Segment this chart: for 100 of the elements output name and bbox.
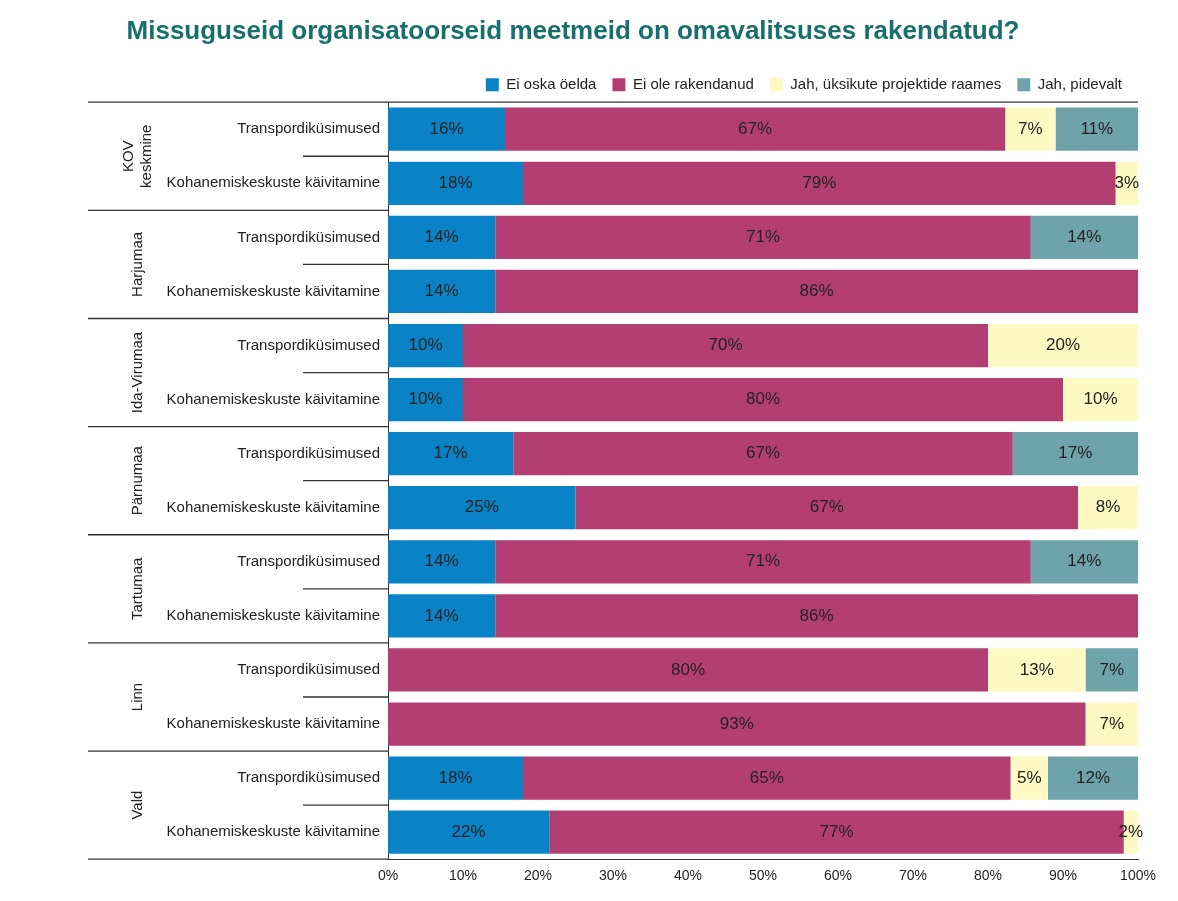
chart-title: Missuguseid organisatoorseid meetmeid on omavalitsuses rakendatud?	[126, 14, 1020, 45]
data-label: 10%	[1083, 389, 1118, 409]
text: KOV keskmine	[119, 124, 155, 188]
y-tick-label: Transpordiküsimused	[237, 768, 380, 786]
bar	[388, 432, 514, 476]
bar	[523, 161, 1116, 205]
y-tick-label: Kohanemiskeskuste käivitamine	[166, 606, 380, 624]
y-tick-label: Kohanemiskeskuste käivitamine	[166, 714, 380, 732]
data-label: 5%	[1016, 767, 1042, 787]
x-tick-label: 80%	[973, 867, 1003, 884]
bar	[463, 377, 1063, 422]
bar	[1005, 107, 1056, 151]
x-tick-label: 20%	[523, 867, 553, 884]
data-label: 13%	[1019, 659, 1054, 679]
data-label: 14%	[424, 605, 459, 625]
y-tick-label: Transpordiküsimused	[237, 227, 380, 245]
bar	[388, 648, 988, 692]
bar	[388, 107, 505, 151]
bar	[1063, 377, 1138, 422]
data-label: 17%	[1058, 443, 1093, 463]
bar	[1012, 432, 1138, 476]
data-label: 67%	[809, 497, 844, 517]
data-label: 14%	[424, 281, 459, 301]
text: Pärnumaa	[128, 445, 146, 516]
data-label: 71%	[745, 551, 781, 571]
y-tick-label: Transpordiküsimused	[237, 551, 380, 569]
data-label: 18%	[438, 172, 473, 192]
bar	[388, 540, 496, 584]
data-label: 10%	[408, 389, 443, 409]
data-label: 80%	[670, 659, 706, 679]
bar	[463, 323, 988, 368]
data-label: 18%	[438, 767, 473, 787]
y-tick-label: Kohanemiskeskuste käivitamine	[166, 497, 380, 515]
bar	[388, 323, 463, 368]
data-label: 20%	[1045, 335, 1081, 355]
bar	[495, 540, 1031, 584]
data-label: 14%	[424, 551, 459, 571]
y-tick-label: Transpordiküsimused	[237, 443, 380, 461]
legend-label: Ei oska öelda	[506, 74, 598, 92]
data-label: 79%	[802, 172, 837, 192]
x-tick-label: 60%	[823, 867, 853, 884]
data-label: 7%	[1018, 118, 1043, 138]
legend-label: Ei ole rakendanud	[632, 74, 754, 92]
x-tick-label: 90%	[1048, 867, 1078, 884]
bar	[1030, 215, 1138, 260]
x-tick-label: 70%	[898, 867, 928, 884]
bar	[388, 269, 496, 314]
data-label: 17%	[433, 443, 468, 463]
data-label: 14%	[1067, 551, 1102, 571]
bar	[1030, 540, 1138, 584]
data-label: 3%	[1114, 172, 1140, 192]
bar	[505, 107, 1006, 151]
x-tick-label: 100%	[1120, 867, 1156, 884]
bar	[1010, 756, 1048, 800]
bar	[988, 648, 1086, 692]
data-label: 25%	[464, 497, 499, 517]
data-label: 86%	[799, 281, 834, 301]
bar	[988, 323, 1138, 368]
bar	[1055, 107, 1138, 151]
bar	[1085, 702, 1138, 746]
text: Tartumaa	[128, 556, 146, 621]
data-label: 67%	[738, 118, 773, 138]
data-label: 65%	[749, 767, 784, 787]
data-label: 70%	[708, 335, 743, 355]
data-label: 80%	[745, 389, 781, 409]
legend-label: Jah, pidevalt	[1037, 74, 1123, 92]
bar	[575, 486, 1078, 530]
legend-label: Jah, üksikute projektide raames	[790, 74, 1002, 92]
data-label: 10%	[408, 335, 443, 355]
data-label: 22%	[451, 821, 486, 841]
data-label: 8%	[1095, 497, 1121, 517]
data-label: 86%	[799, 605, 834, 625]
y-tick-label: Kohanemiskeskuste käivitamine	[166, 822, 380, 840]
bar	[495, 215, 1031, 260]
text: Vald	[128, 790, 146, 820]
data-label: 11%	[1080, 118, 1114, 138]
data-label: 7%	[1099, 713, 1125, 733]
bar	[388, 161, 523, 205]
text: Linn	[128, 682, 146, 712]
bar	[388, 486, 576, 530]
y-tick-label: Transpordiküsimused	[237, 660, 380, 678]
data-label: 16%	[429, 118, 464, 138]
y-tick-label: Transpordiküsimused	[237, 335, 380, 353]
bar	[388, 215, 496, 260]
text: Harjumaa	[128, 231, 146, 297]
bar	[388, 756, 523, 800]
y-tick-label: Transpordiküsimused	[237, 119, 380, 137]
bar	[388, 810, 550, 854]
bar	[513, 432, 1013, 476]
data-label: 71%	[745, 227, 781, 247]
bar	[1048, 756, 1138, 800]
text: Ida-Virumaa	[128, 331, 146, 414]
bar	[388, 702, 1086, 746]
data-label: 67%	[745, 443, 781, 463]
x-tick-label: 0%	[377, 867, 399, 884]
x-tick-label: 50%	[748, 867, 778, 884]
y-tick-label: Kohanemiskeskuste käivitamine	[166, 173, 380, 191]
bar	[495, 594, 1138, 638]
bar	[495, 269, 1138, 314]
data-label: 77%	[819, 821, 854, 841]
